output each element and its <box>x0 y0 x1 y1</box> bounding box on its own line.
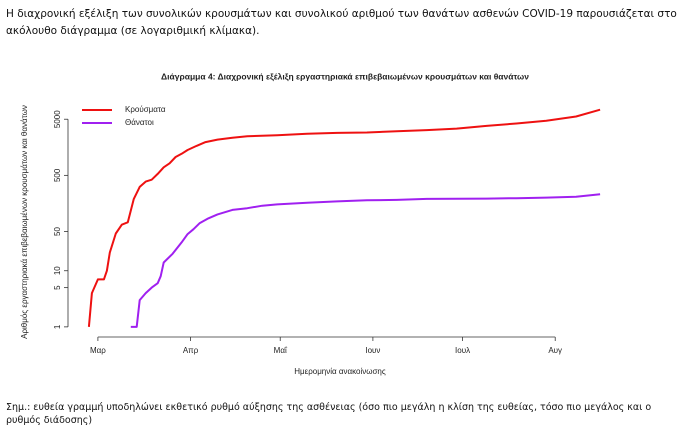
series-line <box>87 108 601 327</box>
y-tick-label: 5000 <box>53 110 62 128</box>
y-tick-label: 1 <box>53 324 62 329</box>
x-tick-label: Ιουλ <box>455 346 470 355</box>
footnote: Σημ.: ευθεία γραμμή υποδηλώνει εκθετικό … <box>6 402 652 426</box>
y-tick-label: 50 <box>53 226 62 235</box>
intro-text: Η διαχρονική εξέλιξη των συνολικών κρουσ… <box>6 8 677 37</box>
x-axis-title: Ημερομηνία ανακοίνωσης <box>294 367 386 376</box>
x-tick-label: Απρ <box>183 346 199 355</box>
chart-title: Διάγραμμα 4: Διαχρονική εξέλιξη εργαστηρ… <box>161 71 529 81</box>
x-tick-label: Μαΐ <box>274 346 288 355</box>
chart: Διάγραμμα 4: Διαχρονική εξέλιξη εργαστηρ… <box>20 71 601 376</box>
y-tick-label: 500 <box>53 168 62 182</box>
series-line <box>130 193 601 328</box>
x-tick-label: Αυγ <box>548 346 562 355</box>
x-tick-label: Ιουν <box>365 346 380 355</box>
y-axis-title: Αριθμός εργαστηριακά επιβεβαιωμένων κρου… <box>20 105 29 339</box>
y-tick-label: 5 <box>53 285 62 290</box>
x-tick-label: Μαρ <box>90 346 106 355</box>
y-tick-label: 10 <box>53 266 62 275</box>
legend-label: Θάνατοι <box>125 118 154 127</box>
legend-label: Κρούσματα <box>125 105 166 114</box>
